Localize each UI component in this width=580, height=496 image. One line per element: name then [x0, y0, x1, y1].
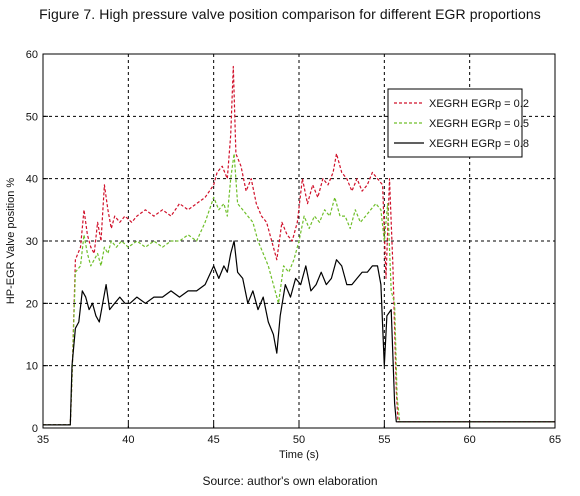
y-tick-label: 10 — [26, 361, 38, 373]
series-line-3 — [43, 240, 555, 426]
series-lines — [43, 65, 555, 426]
x-tick-label: 40 — [122, 434, 134, 446]
x-tick-label: 35 — [37, 434, 49, 446]
y-tick-label: 0 — [32, 423, 38, 435]
y-tick-label: 30 — [26, 236, 38, 248]
y-tick-label: 50 — [26, 111, 38, 123]
x-tick-label: 65 — [549, 434, 561, 446]
legend-label-2: XEGRH EGRp = 0.5 — [429, 118, 529, 130]
x-tick-label: 45 — [208, 434, 220, 446]
legend-label-3: XEGRH EGRp = 0.8 — [429, 138, 529, 150]
y-tick-label: 60 — [26, 49, 38, 61]
x-tick-label: 60 — [464, 434, 476, 446]
x-axis-label: Time (s) — [279, 449, 319, 461]
series-line-2 — [43, 153, 555, 426]
x-tick-label: 55 — [378, 434, 390, 446]
y-tick-label: 20 — [26, 298, 38, 310]
series-line-1 — [43, 65, 555, 426]
figure-title: Figure 7. High pressure valve position c… — [39, 6, 541, 22]
figure-source: Source: author's own elaboration — [202, 474, 378, 488]
legend-label-1: XEGRH EGRp = 0.2 — [429, 98, 529, 110]
legend: XEGRH EGRp = 0.2 XEGRH EGRp = 0.5 XEGRH EG… — [387, 88, 529, 158]
x-tick-label: 50 — [293, 434, 305, 446]
y-tick-label: 40 — [26, 174, 38, 186]
axis-ticks: 35 40 45 50 55 60 65 0 10 20 30 40 50 60 — [26, 49, 561, 446]
y-axis-label: HP-EGR Valve position % — [5, 178, 17, 305]
